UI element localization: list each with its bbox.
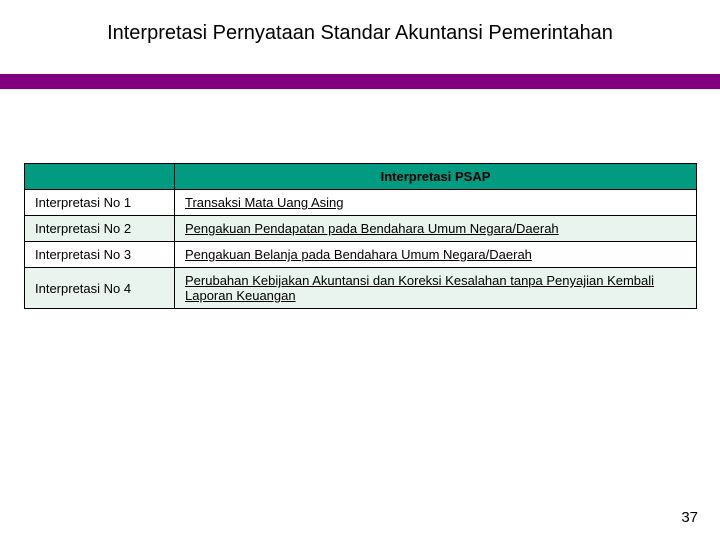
table-row: Interpretasi No 1 Transaksi Mata Uang As… bbox=[25, 190, 697, 216]
row-desc: Pengakuan Pendapatan pada Bendahara Umum… bbox=[175, 216, 697, 242]
table-row: Interpretasi No 4 Perubahan Kebijakan Ak… bbox=[25, 268, 697, 309]
row-label: Interpretasi No 2 bbox=[25, 216, 175, 242]
table-row: Interpretasi No 2 Pengakuan Pendapatan p… bbox=[25, 216, 697, 242]
row-label: Interpretasi No 3 bbox=[25, 242, 175, 268]
row-desc: Transaksi Mata Uang Asing bbox=[175, 190, 697, 216]
row-desc: Perubahan Kebijakan Akuntansi dan Koreks… bbox=[175, 268, 697, 309]
accent-bar bbox=[0, 74, 720, 89]
row-label: Interpretasi No 4 bbox=[25, 268, 175, 309]
row-desc: Pengakuan Belanja pada Bendahara Umum Ne… bbox=[175, 242, 697, 268]
ipsap-table: Interpretasi PSAP Interpretasi No 1 Tran… bbox=[24, 163, 697, 309]
table-header-row: Interpretasi PSAP bbox=[25, 164, 697, 190]
page-number: 37 bbox=[681, 509, 698, 526]
ipsap-table-container: Interpretasi PSAP Interpretasi No 1 Tran… bbox=[24, 163, 696, 309]
row-label: Interpretasi No 1 bbox=[25, 190, 175, 216]
slide-title: Interpretasi Pernyataan Standar Akuntans… bbox=[0, 22, 720, 45]
table-header-empty bbox=[25, 164, 175, 190]
table-header-title: Interpretasi PSAP bbox=[175, 164, 697, 190]
table-row: Interpretasi No 3 Pengakuan Belanja pada… bbox=[25, 242, 697, 268]
